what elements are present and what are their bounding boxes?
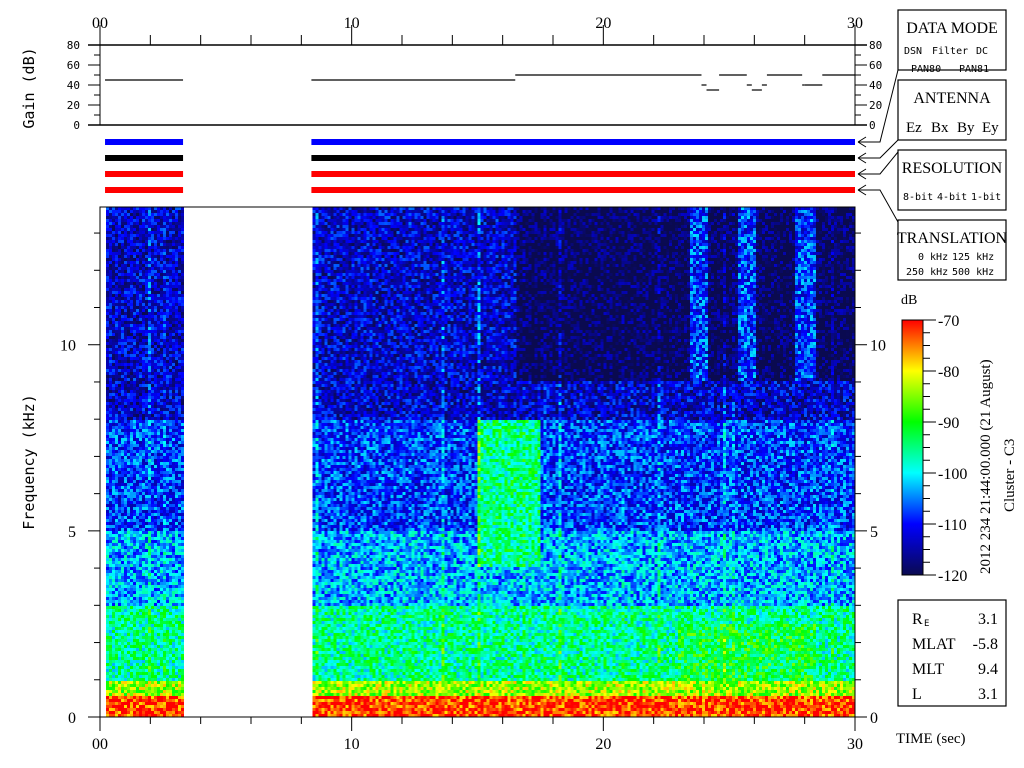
- orbit-info-value: -5.8: [973, 636, 998, 653]
- orbit-info-label: MLAT: [912, 636, 956, 653]
- legend-item: Bx: [931, 120, 949, 136]
- legend-title: ANTENNA: [913, 90, 991, 107]
- gain-y-tick-label: 0: [73, 119, 80, 132]
- legend-item: PAN81: [959, 64, 989, 75]
- status-track-bar: [311, 139, 855, 145]
- freq-tick-label: 0: [68, 710, 76, 727]
- legend-item: 500 kHz: [952, 267, 994, 278]
- status-track-connector-arrow: [857, 184, 899, 223]
- gain-y-tick-label-right: 60: [869, 59, 882, 72]
- orbit-info-label-subscript: E: [924, 619, 929, 629]
- legend-item: 0 kHz: [918, 252, 948, 263]
- gain-axis-label: Gain (dB): [20, 47, 38, 128]
- gain-y-tick-label-right: 0: [869, 119, 876, 132]
- orbit-info-value: 3.1: [978, 686, 998, 703]
- gain-y-tick-label: 20: [67, 99, 80, 112]
- legend-item: By: [957, 120, 975, 136]
- legend-title: RESOLUTION: [902, 160, 1003, 177]
- legend-item: 250 kHz: [906, 267, 948, 278]
- status-track-bar: [311, 171, 855, 177]
- spectrogram-frame: [99, 206, 856, 718]
- gain-y-tick-label: 80: [67, 39, 80, 52]
- gain-y-tick-label-right: 20: [869, 99, 882, 112]
- orbit-info-label: R: [912, 611, 923, 628]
- bottom-time-tick-label: 00: [92, 736, 108, 753]
- orbit-info-label: MLT: [912, 661, 945, 678]
- frequency-axis-label: Frequency (kHz): [20, 394, 38, 529]
- orbit-info-label: L: [912, 686, 922, 703]
- spectrogram-heatmap: [100, 207, 855, 717]
- colorbar-tick-label: -100: [938, 466, 967, 483]
- legend-item: 1-bit: [971, 192, 1001, 203]
- orbit-info-box: [897, 599, 1007, 707]
- spacecraft-label: Cluster - C3: [1002, 439, 1018, 512]
- legend-item: 4-bit: [937, 192, 967, 203]
- status-track-bar: [105, 187, 184, 193]
- top-time-tick-label: 00: [92, 15, 108, 32]
- colorbar-tick-label: -70: [938, 313, 959, 330]
- colorbar-tick-label: -80: [938, 364, 959, 381]
- legend-item: Ez: [906, 120, 922, 136]
- top-time-tick-label: 30: [847, 15, 863, 32]
- status-track-bar: [311, 155, 855, 161]
- legend-title: TRANSLATION: [897, 230, 1008, 247]
- freq-tick-label-right: 10: [870, 338, 886, 355]
- status-track-bar: [105, 139, 184, 145]
- legend-item: DC: [976, 46, 988, 57]
- legend-title: DATA MODE: [906, 20, 998, 37]
- legend-box-translation: [897, 219, 1007, 281]
- colorbar-tick-label: -90: [938, 415, 959, 432]
- top-time-tick-label: 10: [344, 15, 360, 32]
- legend-item: PAN80: [911, 64, 941, 75]
- status-track-bar: [311, 187, 855, 193]
- gain-y-tick-label: 40: [67, 79, 80, 92]
- orbit-info-value: 3.1: [978, 611, 998, 628]
- legend-box-antenna: [897, 79, 1007, 141]
- legend-box-resolution: [897, 149, 1007, 211]
- status-track-bar: [105, 155, 184, 161]
- status-track-connector-arrow: [857, 69, 899, 148]
- legend-item: Ey: [982, 120, 999, 136]
- colorbar: [901, 319, 924, 576]
- status-track-connector-arrow: [857, 139, 899, 164]
- freq-tick-label: 10: [60, 338, 76, 355]
- status-track-connector-arrow: [857, 151, 899, 180]
- freq-tick-label: 5: [68, 524, 76, 541]
- colorbar-tick-label: -120: [938, 568, 967, 585]
- time-axis-label: TIME (sec): [896, 731, 966, 747]
- timestamp-label: 2012 234 21:44:00.000 (21 August): [978, 359, 994, 574]
- bottom-time-tick-label: 30: [847, 736, 863, 753]
- bottom-time-tick-label: 10: [344, 736, 360, 753]
- colorbar-tick-label: -110: [938, 517, 967, 534]
- bottom-time-tick-label: 20: [595, 736, 611, 753]
- gain-y-tick-label: 60: [67, 59, 80, 72]
- legend-item: Filter: [932, 46, 968, 57]
- status-track-bar: [105, 171, 184, 177]
- legend-item: 8-bit: [903, 192, 933, 203]
- legend-box-data-mode: [897, 9, 1007, 71]
- gain-y-tick-label-right: 80: [869, 39, 882, 52]
- top-time-tick-label: 20: [595, 15, 611, 32]
- freq-tick-label-right: 0: [870, 710, 878, 727]
- freq-tick-label-right: 5: [870, 524, 878, 541]
- legend-item: DSN: [904, 46, 922, 57]
- orbit-info-value: 9.4: [978, 661, 998, 678]
- colorbar-label: dB: [901, 293, 917, 308]
- legend-item: 125 kHz: [952, 252, 994, 263]
- gain-y-tick-label-right: 40: [869, 79, 882, 92]
